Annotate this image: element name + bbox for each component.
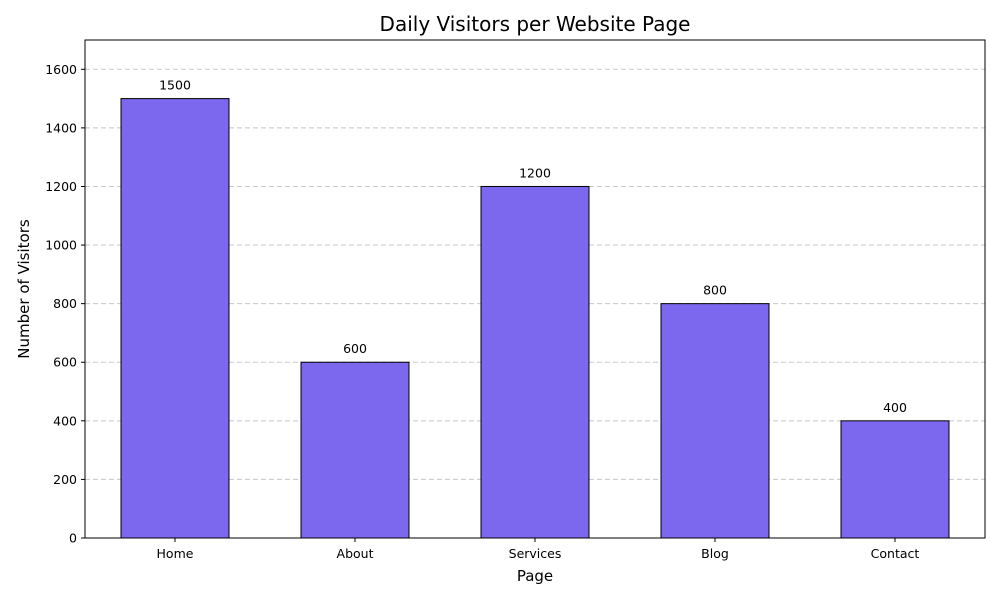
y-tick-label: 800: [53, 296, 77, 311]
y-tick-label: 1000: [45, 238, 77, 253]
data-label: 400: [883, 400, 907, 415]
bar-about: [300, 361, 410, 539]
y-axis-label: Number of Visitors: [15, 219, 33, 359]
data-labels: 1500 600 1200 800 400: [159, 78, 907, 415]
x-axis-ticks: Home About Services Blog Contact: [157, 538, 920, 561]
data-label: 1200: [519, 165, 551, 180]
y-axis-ticks: 0 200 400 600 800 1000 1200 1400 1600: [45, 62, 85, 546]
y-tick-label: 1200: [45, 179, 77, 194]
x-tick-label: Contact: [871, 546, 920, 561]
bar-layer: [120, 98, 950, 539]
x-tick-label: About: [337, 546, 374, 561]
x-tick-label: Home: [157, 546, 194, 561]
x-tick-label: Blog: [701, 546, 729, 561]
y-tick-label: 1600: [45, 62, 77, 77]
chart-title: Daily Visitors per Website Page: [380, 12, 691, 36]
data-label: 600: [343, 341, 367, 356]
y-tick-label: 600: [53, 355, 77, 370]
x-tick-label: Services: [509, 546, 562, 561]
bar-blog: [660, 303, 770, 539]
y-tick-label: 1400: [45, 120, 77, 135]
y-tick-label: 400: [53, 413, 77, 428]
bar-home: [120, 98, 230, 539]
y-tick-label: 0: [69, 531, 77, 546]
bar-contact: [840, 420, 950, 539]
bar-services: [480, 185, 590, 539]
x-axis-label: Page: [517, 567, 553, 585]
data-label: 1500: [159, 78, 191, 93]
data-label: 800: [703, 283, 727, 298]
y-tick-label: 200: [53, 472, 77, 487]
